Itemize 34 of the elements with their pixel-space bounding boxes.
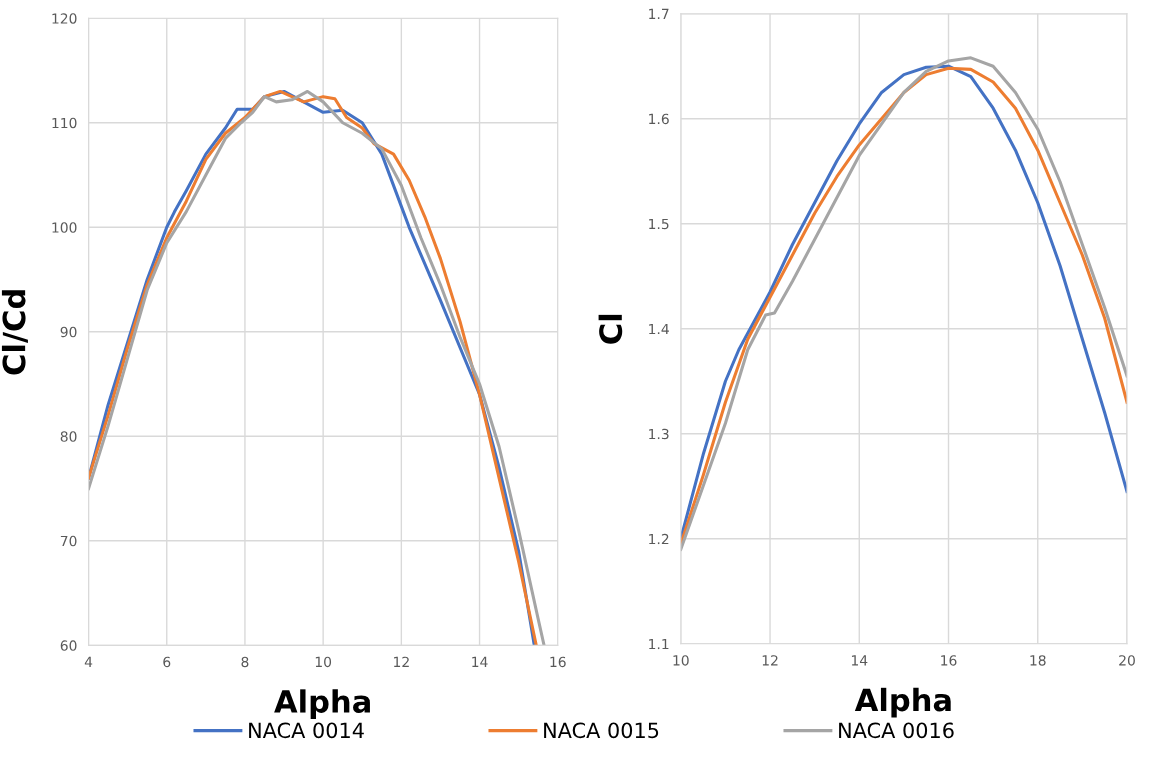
y-tick-label: 70 <box>60 535 77 547</box>
y-tick-label: 90 <box>60 326 77 338</box>
legend-label: NACA 0015 <box>544 722 659 739</box>
y-tick-label: 1.7 <box>649 8 669 19</box>
x-tick-label: 10 <box>673 655 689 666</box>
x-tick-label: 6 <box>163 656 171 668</box>
x-tick-label: 10 <box>315 656 332 668</box>
x-tick-label: 14 <box>472 656 488 667</box>
x-tick-label: 4 <box>84 656 93 667</box>
y-tick-label: 110 <box>52 117 77 129</box>
x-axis-title: Alpha <box>274 689 370 719</box>
y-tick-label: 60 <box>60 640 77 651</box>
y-tick-label: 1.3 <box>649 428 669 440</box>
x-tick-label: 12 <box>762 655 778 666</box>
x-tick-label: 16 <box>550 656 566 668</box>
y-tick-label: 1.4 <box>649 323 669 335</box>
y-tick-label: 1.1 <box>649 638 669 650</box>
x-tick-label: 20 <box>1119 655 1135 666</box>
x-tick-label: 12 <box>394 656 409 667</box>
legend-label: NACA 0014 <box>249 722 364 739</box>
y-tick-label: 100 <box>52 222 77 233</box>
y-tick-label: 1.5 <box>649 218 669 230</box>
y-axis-title: Cl <box>598 314 623 344</box>
y-tick-label: 120 <box>52 13 77 24</box>
x-axis-title: Alpha <box>854 687 951 718</box>
y-tick-label: 1.2 <box>649 533 669 545</box>
legend-label: NACA 0016 <box>839 722 954 739</box>
y-tick-label: 80 <box>60 431 77 442</box>
x-tick-label: 16 <box>941 655 957 666</box>
x-tick-label: 14 <box>851 655 868 666</box>
x-tick-label: 8 <box>241 656 249 668</box>
y-tick-label: 1.6 <box>649 113 669 125</box>
y-axis-title: Cl/Cd <box>1 290 28 375</box>
x-tick-label: 18 <box>1030 655 1046 666</box>
